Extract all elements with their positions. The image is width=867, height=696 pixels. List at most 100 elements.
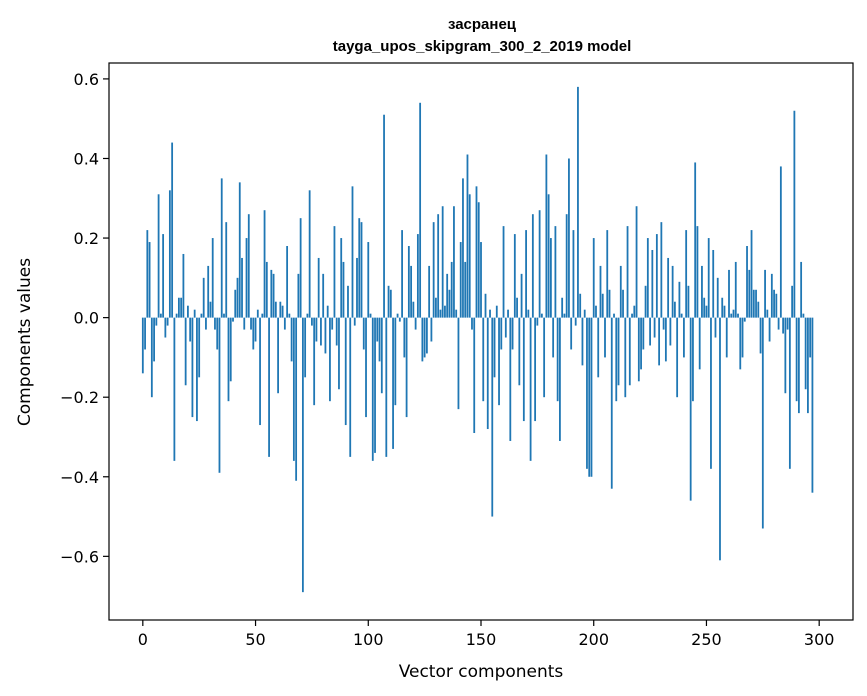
bar-35 [220,178,223,318]
bar-277 [766,309,769,318]
y-axis-label: Components values [15,258,35,426]
bar-205 [604,317,606,358]
bar-266 [741,317,744,358]
bar-247 [698,317,701,370]
bar-116 [403,317,406,358]
x-tick-label: 100 [353,630,384,649]
bar-281 [775,293,778,318]
bar-161 [504,317,507,338]
bar-117 [405,317,408,418]
bar-291 [797,317,800,414]
bar-152 [484,293,487,318]
bar-220 [637,317,640,382]
bar-110 [389,289,392,318]
bar-199 [590,317,593,477]
bar-289 [793,110,796,318]
bar-210 [615,317,618,402]
bar-65 [288,313,291,318]
bar-144 [466,154,469,318]
bar-29 [207,265,210,318]
bar-225 [649,317,651,346]
bar-54 [263,210,266,318]
bar-32 [214,317,216,330]
bar-172 [529,317,532,461]
bar-170 [525,230,527,318]
bar-143 [464,261,467,318]
x-tick-label: 250 [691,630,722,649]
bars-group [141,86,814,593]
bar-25 [198,317,201,378]
bar-179 [545,154,548,318]
bar-9 [162,234,165,318]
bar-295 [807,317,809,414]
bar-74 [308,190,311,318]
bar-265 [739,317,742,370]
bar-244 [692,317,694,402]
bar-46 [245,238,248,318]
bar-107 [383,114,385,318]
bar-19 [184,317,187,386]
bar-187 [563,313,566,318]
bar-260 [728,269,730,318]
bar-138 [453,206,455,318]
bar-184 [556,317,559,402]
bar-183 [554,226,557,318]
bar-177 [540,313,543,318]
chart-title: засранец [448,16,517,33]
bar-123 [419,102,422,318]
bar-267 [743,317,746,322]
bar-190 [570,317,573,350]
bar-242 [687,285,690,318]
x-axis-label: Vector components [399,662,564,682]
bar-37 [225,222,228,318]
bar-132 [439,309,442,318]
bar-297 [811,317,814,493]
bar-248 [701,265,703,318]
bar-167 [518,317,521,386]
bar-45 [243,317,246,330]
bar-145 [468,194,471,318]
bar-76 [313,317,316,406]
bar-153 [486,317,489,430]
bar-68 [295,317,298,481]
bar-111 [392,317,394,449]
bar-154 [489,309,491,318]
bar-285 [784,317,787,394]
bar-122 [416,234,419,318]
bar-245 [694,162,697,318]
bar-87 [338,317,340,390]
bar-194 [579,293,582,318]
bar-119 [410,265,413,318]
bar-269 [748,269,751,318]
bar-178 [543,317,546,398]
bar-95 [356,257,358,318]
bar-263 [734,261,737,318]
bar-60 [277,317,279,394]
bar-219 [635,206,638,318]
y-tick-label: −0.4 [60,468,99,487]
bar-259 [725,317,728,358]
bar-131 [437,214,440,318]
bar-134 [444,305,446,318]
bar-196 [583,309,586,318]
bar-12 [168,190,171,318]
bar-276 [764,269,766,318]
bar-84 [331,317,334,330]
bar-207 [608,289,611,318]
bar-272 [755,289,757,318]
bar-231 [662,317,665,330]
bar-257 [721,297,724,318]
bar-73 [306,313,309,318]
bar-216 [628,317,631,386]
bar-191 [572,230,575,318]
bar-4 [150,317,153,398]
bar-31 [211,238,214,318]
bar-148 [475,186,478,318]
bar-8 [159,313,162,318]
bar-86 [335,317,338,346]
bar-129 [432,222,435,318]
bar-118 [407,246,410,318]
bar-83 [329,317,331,402]
bar-20 [187,305,189,318]
bar-51 [256,309,259,318]
